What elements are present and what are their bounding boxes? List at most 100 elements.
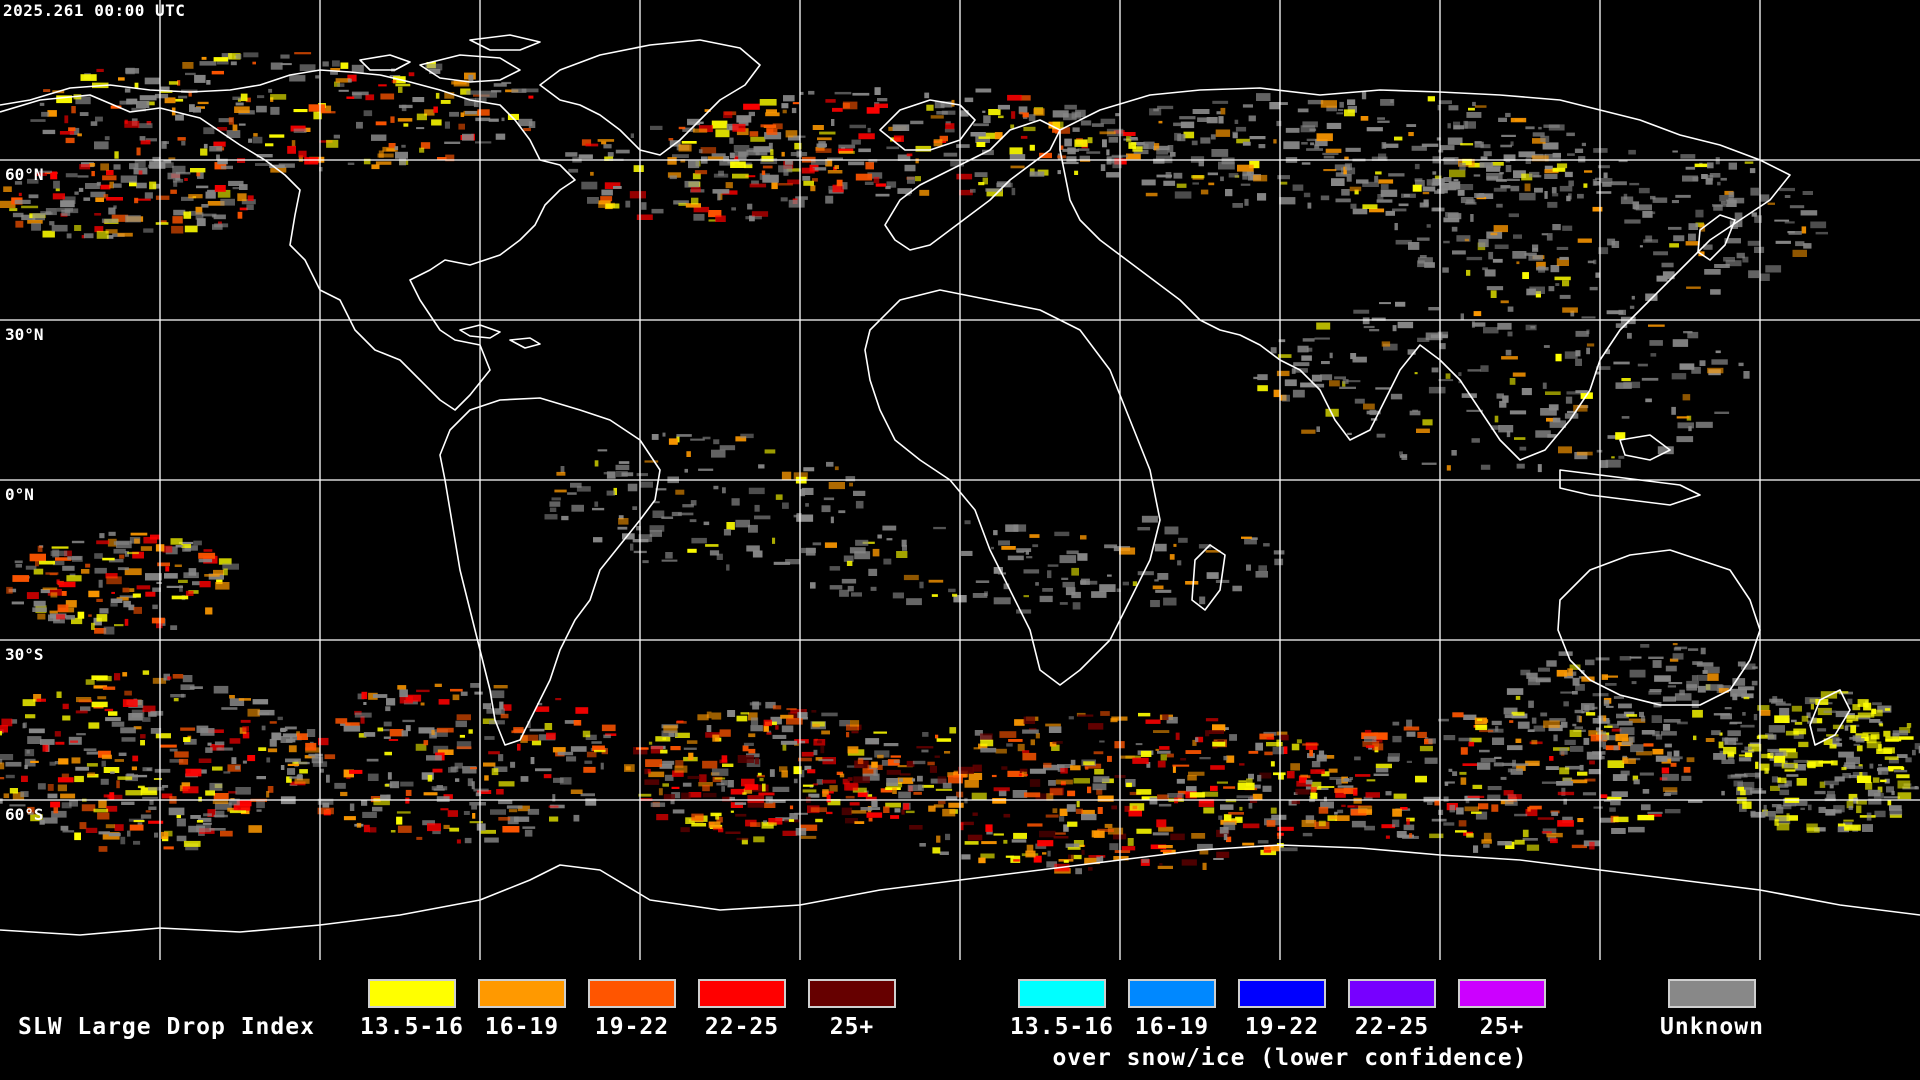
cloud-speckle <box>1603 799 1611 802</box>
cloud-speckle <box>566 756 577 762</box>
cloud-speckle <box>711 153 726 157</box>
cloud-speckle <box>746 545 760 552</box>
cloud-speckle <box>1362 317 1370 325</box>
cloud-speckle <box>681 792 691 800</box>
cloud-speckle <box>145 573 162 581</box>
cloud-speckle <box>930 115 944 119</box>
cloud-speckle <box>1806 823 1818 831</box>
cloud-speckle <box>1400 807 1408 810</box>
cloud-speckle <box>1615 323 1628 328</box>
snow-ice-note: over snow/ice (lower confidence) <box>1052 1045 1528 1071</box>
cloud-speckle <box>585 798 597 806</box>
cloud-speckle <box>1648 324 1665 327</box>
cloud-speckle <box>919 581 924 589</box>
cloud-speckle <box>1286 771 1295 779</box>
cloud-speckle <box>973 747 982 750</box>
lat-label-30s: 30°S <box>5 645 44 664</box>
cloud-speckle <box>55 188 60 192</box>
cloud-speckle <box>429 69 441 74</box>
cloud-speckle <box>1558 446 1572 454</box>
cloud-speckle <box>269 134 285 138</box>
cloud-speckle <box>1469 737 1482 743</box>
cloud-speckle <box>1335 183 1343 186</box>
cloud-speckle <box>1771 776 1778 783</box>
cloud-speckle <box>1439 343 1446 350</box>
cloud-speckle <box>1248 115 1256 122</box>
cloud-speckle <box>1153 145 1170 151</box>
cloud-speckle <box>1617 720 1633 726</box>
cloud-speckle <box>1529 286 1545 294</box>
cloud-speckle <box>185 768 202 777</box>
cloud-speckle <box>850 720 860 727</box>
cloud-speckle <box>1295 788 1310 795</box>
cloud-speckle <box>1846 801 1854 809</box>
cloud-speckle <box>203 813 212 817</box>
cloud-speckle <box>1585 712 1596 716</box>
cloud-speckle <box>142 717 151 722</box>
cloud-speckle <box>423 792 438 796</box>
cloud-speckle <box>223 771 231 774</box>
cloud-speckle <box>1211 149 1229 157</box>
cloud-speckle <box>1541 233 1548 236</box>
cloud-speckle <box>1421 143 1439 147</box>
cloud-speckle <box>1488 251 1494 260</box>
cloud-speckle <box>462 133 474 141</box>
cloud-speckle <box>121 801 135 805</box>
cloud-speckle <box>1500 776 1507 780</box>
cloud-speckle <box>1438 718 1449 722</box>
cloud-speckle <box>851 810 867 814</box>
cloud-speckle <box>844 782 858 791</box>
cloud-speckle <box>857 792 868 798</box>
cloud-speckle <box>145 591 156 597</box>
cloud-speckle <box>111 591 115 594</box>
cloud-speckle <box>1527 729 1535 732</box>
cloud-speckle <box>1012 790 1028 798</box>
cloud-speckle <box>1662 724 1671 731</box>
cloud-speckle <box>333 134 340 139</box>
cloud-speckle <box>1097 795 1114 802</box>
cloud-speckle <box>499 701 504 710</box>
cloud-speckle <box>816 779 823 785</box>
cloud-speckle <box>277 716 283 721</box>
cloud-speckle <box>1632 775 1639 781</box>
cloud-speckle <box>678 144 692 152</box>
swatch-snow-25-plus <box>1458 979 1546 1008</box>
cloud-speckle <box>719 759 728 764</box>
cloud-speckle <box>744 784 759 790</box>
cloud-speckle <box>1053 836 1069 839</box>
cloud-speckle <box>1815 231 1828 235</box>
cloud-speckle <box>1200 137 1211 144</box>
cloud-speckle <box>298 150 307 158</box>
cloud-speckle <box>1468 107 1475 111</box>
cloud-speckle <box>156 620 163 629</box>
cloud-speckle <box>688 792 702 798</box>
cloud-speckle <box>74 775 84 783</box>
cloud-speckle <box>839 720 851 727</box>
cloud-speckle <box>615 149 630 154</box>
cloud-speckle <box>1366 779 1376 782</box>
cloud-speckle <box>1720 713 1732 720</box>
cloud-speckle <box>1320 374 1333 381</box>
cloud-speckle <box>1785 730 1799 736</box>
cloud-speckle <box>269 721 277 724</box>
cloud-speckle <box>1494 244 1509 249</box>
cloud-speckle <box>834 466 839 471</box>
cloud-speckle <box>207 742 212 746</box>
cloud-speckle <box>1228 818 1237 823</box>
cloud-speckle <box>1711 730 1721 736</box>
cloud-speckle <box>183 211 192 219</box>
cloud-speckle <box>1436 188 1448 194</box>
cloud-speckle <box>197 817 212 822</box>
cloud-speckle <box>1242 823 1260 829</box>
cloud-speckle <box>1751 212 1757 217</box>
cloud-speckle <box>763 724 769 732</box>
cloud-speckle <box>1899 727 1911 734</box>
cloud-speckle <box>1564 351 1578 359</box>
cloud-speckle <box>14 560 23 564</box>
cloud-speckle <box>709 550 720 556</box>
cloud-speckle <box>921 749 929 753</box>
cloud-speckle <box>655 488 667 491</box>
cloud-speckle <box>1449 804 1456 813</box>
cloud-speckle <box>155 195 170 200</box>
cloud-speckle <box>787 179 800 185</box>
